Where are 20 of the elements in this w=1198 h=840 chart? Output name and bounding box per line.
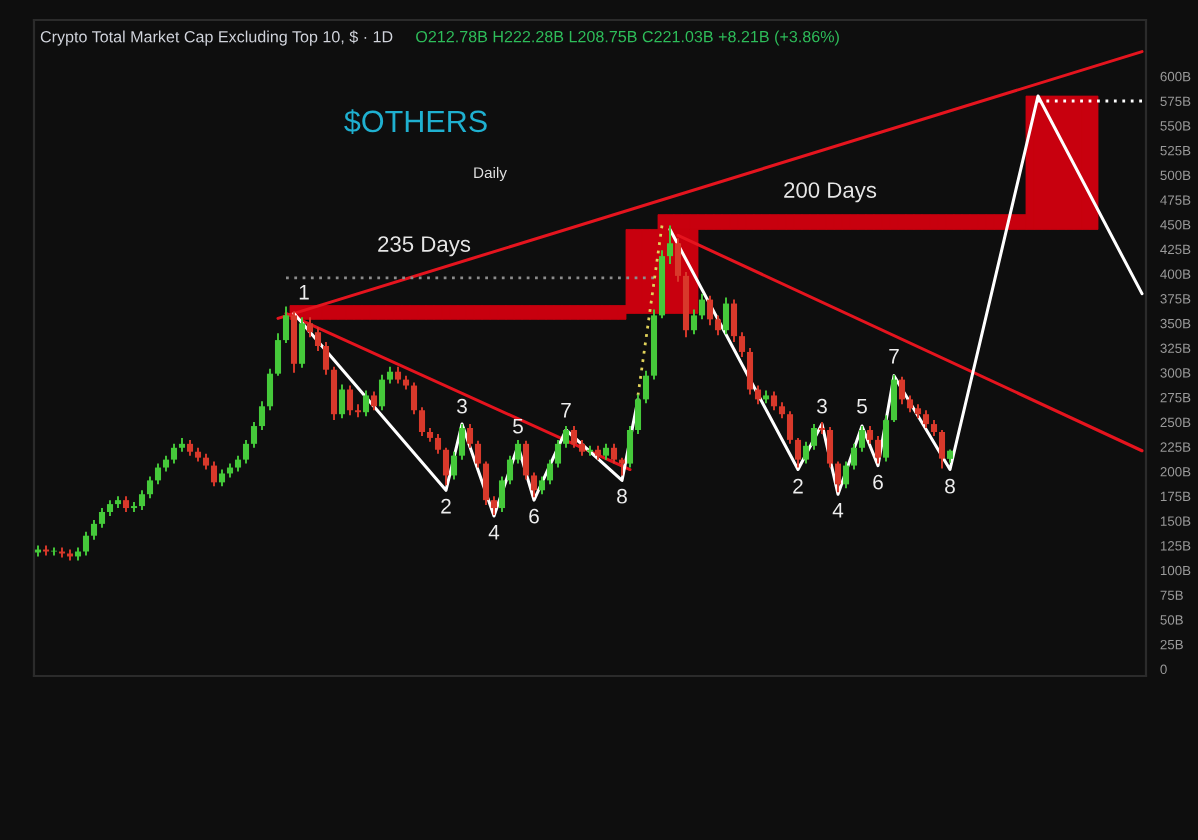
annotation: 3	[457, 398, 467, 414]
annotation: 6	[873, 474, 883, 490]
annotation: 7	[561, 403, 571, 418]
annotation: 4	[488, 525, 500, 540]
annotation: 2	[441, 498, 451, 514]
annotation: 200 Days	[784, 182, 877, 203]
annotation: 6	[529, 508, 539, 524]
annotation: 7	[889, 349, 899, 364]
annotation: 2	[793, 478, 803, 494]
annotation: 8	[945, 478, 955, 494]
text: Crypto Total Market Cap Excluding Top 10, $ · 1D	[40, 30, 393, 46]
text: O212.78B H222.28B L208.75B C221.03B +8.21B (+3.86%)	[416, 30, 839, 46]
annotation: $OTHERS	[344, 109, 487, 135]
annotation: 3	[817, 398, 827, 414]
annotation: 4	[832, 503, 844, 518]
annotation: 1	[299, 285, 309, 300]
annotation: 8	[617, 488, 627, 504]
annotation: 235 Days	[378, 236, 471, 257]
annotation: 5	[857, 399, 867, 414]
annotation: 5	[513, 419, 523, 434]
